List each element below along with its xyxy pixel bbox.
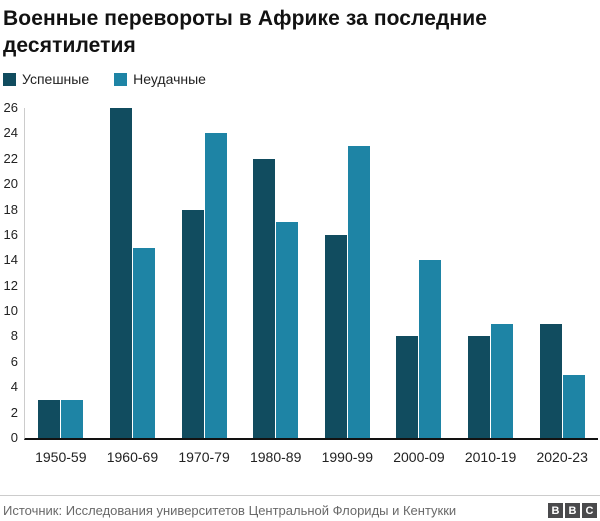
y-tick-label: 18 (3, 201, 18, 217)
bar-group (455, 108, 527, 438)
bar-successful (324, 234, 347, 438)
y-tick-label: 10 (3, 303, 18, 319)
x-tick-label: 1990-99 (321, 449, 373, 465)
bbc-logo-block: C (582, 503, 597, 518)
y-tick-label: 24 (3, 125, 18, 141)
x-tick-label: 2020-23 (536, 449, 588, 465)
y-tick-label: 12 (3, 277, 18, 293)
bar-group (25, 108, 97, 438)
x-tick-label: 1970-79 (178, 449, 230, 465)
bar-failed (204, 133, 227, 438)
x-axis: 1950-59 1960-69 1970-79 1980-89 1990-99 2000-… (25, 448, 598, 466)
y-tick-label: 20 (3, 176, 18, 192)
bar-successful (396, 336, 419, 438)
y-tick-label: 16 (3, 226, 18, 242)
x-tick-label: 1980-89 (249, 449, 302, 465)
source-text: Источник: Исследования университетов Цен… (3, 503, 457, 518)
y-tick-label: 14 (3, 252, 18, 268)
legend-item-failed: Неудачные (114, 71, 206, 87)
y-axis: 0 2 4 6 8 10 12 14 16 18 20 22 24 26 (0, 100, 18, 445)
bar-failed (132, 247, 155, 438)
legend-swatch-failed-icon (114, 72, 128, 86)
bar-failed (61, 399, 84, 438)
y-tick-label: 26 (3, 100, 18, 115)
bar-successful (468, 336, 491, 438)
y-tick-label: 2 (10, 404, 18, 420)
chart-title: Военные перевороты в Африке за последние… (3, 7, 487, 57)
x-tick-label: 2000-09 (393, 449, 445, 465)
bar-group (312, 108, 384, 438)
x-tick-label: 1950-59 (35, 449, 87, 465)
bar-successful (181, 209, 204, 438)
footer: Источник: Исследования университетов Цен… (0, 495, 600, 518)
bar-failed (276, 222, 299, 438)
bar-successful (539, 323, 562, 438)
bar-failed (491, 323, 514, 438)
x-tick-label: 2010-19 (464, 449, 517, 465)
bar-group (383, 108, 455, 438)
bar-failed (419, 260, 442, 438)
legend-item-successful: Успешные (3, 71, 89, 87)
bar-group (168, 108, 240, 438)
y-tick-label: 22 (3, 150, 18, 166)
legend: Успешные Неудачные (3, 71, 600, 87)
bbc-logo-block: B (548, 503, 563, 518)
legend-swatch-successful-icon (3, 72, 16, 86)
y-tick-label: 8 (10, 328, 18, 344)
y-tick-label: 0 (10, 430, 18, 445)
bar-group (240, 108, 312, 438)
bar-successful (38, 399, 61, 438)
bar-failed (562, 374, 585, 438)
plot-area (24, 108, 598, 440)
bar-successful (253, 158, 276, 438)
bbc-logo: B B C (548, 503, 597, 518)
bbc-logo-block: B (565, 503, 580, 518)
legend-label-failed: Неудачные (133, 71, 206, 87)
legend-label-successful: Успешные (22, 71, 90, 87)
y-tick-label: 4 (10, 379, 18, 395)
chart-area: 0 2 4 6 8 10 12 14 16 18 20 22 24 26 (0, 100, 600, 445)
x-tick-label: 1960-69 (106, 449, 159, 465)
y-tick-label: 6 (10, 353, 18, 369)
bar-failed (347, 146, 370, 438)
bar-group (526, 108, 598, 438)
bar-successful (109, 108, 132, 438)
bar-group (97, 108, 169, 438)
